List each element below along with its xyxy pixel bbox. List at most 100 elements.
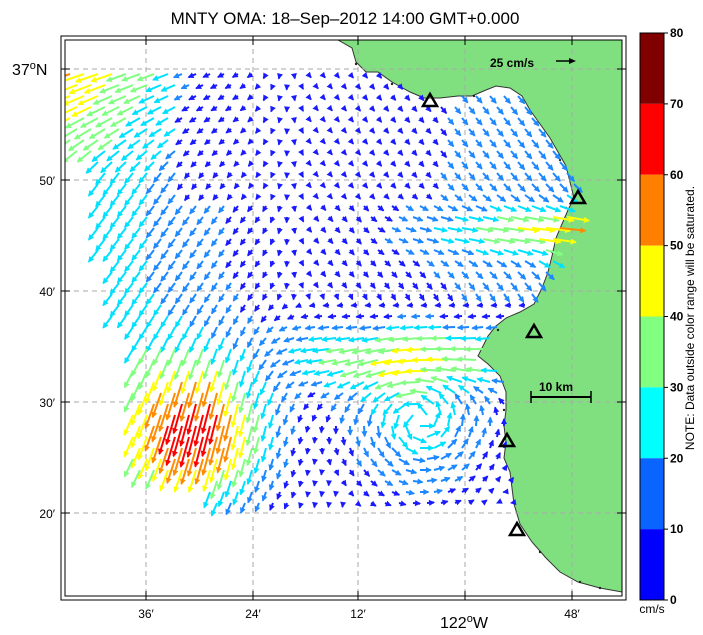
current-vector xyxy=(189,271,197,281)
current-vector xyxy=(262,138,269,146)
current-vector xyxy=(145,315,155,329)
current-vector xyxy=(181,216,190,226)
current-vector xyxy=(385,325,400,331)
current-vector xyxy=(312,501,319,509)
current-vector xyxy=(489,293,496,303)
lon-tick-48: 48′ xyxy=(564,607,580,621)
current-vector xyxy=(246,469,253,485)
current-vector xyxy=(496,128,504,137)
current-vector xyxy=(312,237,320,244)
current-vector xyxy=(382,149,390,156)
current-vector xyxy=(160,183,169,194)
radar-site-marker xyxy=(524,322,544,339)
current-vector xyxy=(238,458,246,478)
current-vector xyxy=(340,126,347,134)
colorbar-segment xyxy=(640,174,664,246)
current-vector xyxy=(411,193,419,200)
current-vector xyxy=(191,183,198,190)
current-vector xyxy=(440,499,449,506)
current-vector xyxy=(426,430,441,438)
current-vector xyxy=(398,260,406,267)
current-vector xyxy=(124,326,134,340)
current-vector xyxy=(305,491,312,498)
current-vector xyxy=(440,452,453,460)
current-vector xyxy=(420,394,435,405)
current-vector xyxy=(341,259,348,267)
current-vector xyxy=(391,490,401,496)
current-vector xyxy=(137,458,148,480)
current-vector xyxy=(340,148,347,156)
current-vector xyxy=(326,281,334,289)
current-vector xyxy=(210,304,218,315)
current-vector xyxy=(254,127,262,134)
current-vector xyxy=(341,237,348,245)
current-vector xyxy=(65,84,78,91)
current-vector xyxy=(326,501,333,509)
current-vector xyxy=(503,117,511,127)
current-vector xyxy=(232,227,239,235)
current-vector xyxy=(266,326,274,334)
current-vector xyxy=(203,227,211,236)
current-vector xyxy=(325,347,344,354)
current-vector xyxy=(160,249,169,260)
current-vector xyxy=(447,271,455,279)
current-vector xyxy=(348,248,355,256)
current-vector xyxy=(116,227,127,240)
current-vector xyxy=(475,183,484,192)
current-vector xyxy=(144,425,155,452)
current-vector xyxy=(153,95,169,104)
colorbar-tick: 30 xyxy=(670,380,684,394)
current-vector xyxy=(283,216,290,224)
current-vector xyxy=(538,194,550,203)
current-vector xyxy=(517,249,534,256)
current-vector xyxy=(493,406,500,416)
current-vector xyxy=(305,270,313,277)
current-vector xyxy=(282,414,289,426)
current-vector xyxy=(447,438,458,449)
current-vector xyxy=(503,161,511,171)
current-vector xyxy=(202,469,211,493)
current-vector xyxy=(432,160,439,168)
current-vector xyxy=(238,392,246,414)
current-vector xyxy=(299,347,316,354)
current-vector xyxy=(267,414,274,429)
current-vector xyxy=(261,491,268,502)
current-vector xyxy=(253,458,260,475)
current-vector xyxy=(247,249,254,257)
current-vector xyxy=(348,270,355,278)
current-vector xyxy=(476,302,484,309)
longitude-labels: 36′ 24′ 12′ 48′ 122oW xyxy=(138,607,580,632)
current-vector xyxy=(189,315,197,328)
current-vector xyxy=(369,282,376,290)
current-vector xyxy=(167,194,176,205)
current-vector xyxy=(258,337,267,347)
current-vector xyxy=(531,205,547,213)
current-vector xyxy=(357,403,365,415)
current-vector xyxy=(181,326,190,341)
current-vector xyxy=(65,106,78,114)
current-vector xyxy=(310,380,323,387)
current-vector xyxy=(290,491,297,499)
current-vector xyxy=(158,447,169,475)
current-vector xyxy=(150,150,162,160)
current-vector xyxy=(180,83,190,90)
current-vector xyxy=(347,425,354,436)
current-vector xyxy=(475,487,482,494)
current-vector xyxy=(305,159,312,167)
current-vector xyxy=(196,282,204,292)
current-vector xyxy=(461,293,468,302)
current-vector xyxy=(152,304,162,317)
current-vector xyxy=(102,183,113,197)
current-vector xyxy=(489,271,498,280)
current-vector xyxy=(489,95,497,104)
current-vector xyxy=(538,150,547,160)
current-vector xyxy=(102,315,113,329)
current-vector xyxy=(538,172,547,182)
current-vector xyxy=(336,302,344,309)
current-vector xyxy=(566,172,576,183)
current-vector xyxy=(357,359,379,367)
current-vector xyxy=(200,403,211,435)
current-vector xyxy=(165,392,176,421)
current-vector xyxy=(240,193,248,201)
current-vector xyxy=(193,392,204,422)
